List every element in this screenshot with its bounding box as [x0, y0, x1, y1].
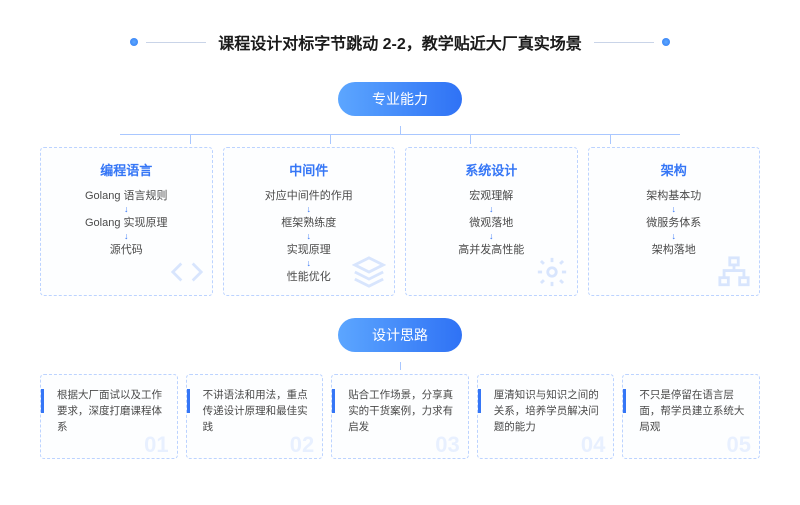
- arrow-down-icon: ↓: [489, 204, 494, 215]
- tick: [330, 134, 331, 144]
- card-item: Golang 实现原理: [85, 216, 168, 230]
- idea-text: 根据大厂面试以及工作要求，深度打磨课程体系: [51, 387, 167, 436]
- idea-text: 贴合工作场景，分享真实的干货案例，力求有启发: [342, 387, 458, 436]
- idea-card: 厘清知识与知识之间的关系，培养学员解决问题的能力 04: [477, 374, 615, 459]
- arrow-down-icon: ↓: [672, 231, 677, 242]
- idea-accent: [332, 389, 335, 413]
- card-item: 框架熟练度: [281, 216, 336, 230]
- hbar-wrap: [40, 134, 760, 135]
- arrow-down-icon: ↓: [307, 258, 312, 269]
- arrow-down-icon: ↓: [124, 231, 129, 242]
- card-items: 宏观理解↓微观落地↓高并发高性能: [416, 189, 567, 257]
- card-item: 对应中间件的作用: [265, 189, 353, 203]
- tick: [190, 134, 191, 144]
- arrow-down-icon: ↓: [672, 204, 677, 215]
- section-ability: 专业能力 编程语言Golang 语言规则↓Golang 实现原理↓源代码中间件对…: [40, 82, 760, 296]
- section-ideas: 设计思路 根据大厂面试以及工作要求，深度打磨课程体系 01 不讲语法和用法，重点…: [40, 318, 760, 459]
- arrow-down-icon: ↓: [307, 204, 312, 215]
- header-line-left: [146, 42, 206, 43]
- ability-cards-row: 编程语言Golang 语言规则↓Golang 实现原理↓源代码中间件对应中间件的…: [40, 147, 760, 296]
- ability-card: 中间件对应中间件的作用↓框架熟练度↓实现原理↓性能优化: [223, 147, 396, 296]
- hbar: [120, 134, 680, 135]
- idea-accent: [41, 389, 44, 413]
- gear-icon: [535, 255, 569, 289]
- idea-number: 01: [144, 434, 168, 456]
- idea-text: 厘清知识与知识之间的关系，培养学员解决问题的能力: [488, 387, 604, 436]
- card-title: 中间件: [234, 160, 385, 179]
- idea-number: 02: [290, 434, 314, 456]
- code-icon: [170, 255, 204, 289]
- idea-accent: [623, 389, 626, 413]
- card-title: 编程语言: [51, 160, 202, 179]
- card-items: Golang 语言规则↓Golang 实现原理↓源代码: [51, 189, 202, 257]
- idea-card: 不讲语法和用法，重点传递设计原理和最佳实践 02: [186, 374, 324, 459]
- idea-number: 04: [581, 434, 605, 456]
- card-item: 微服务体系: [646, 216, 701, 230]
- tick: [610, 134, 611, 144]
- ability-card: 编程语言Golang 语言规则↓Golang 实现原理↓源代码: [40, 147, 213, 296]
- card-item: 宏观理解: [469, 189, 513, 203]
- idea-accent: [478, 389, 481, 413]
- tick: [470, 134, 471, 144]
- card-title: 架构: [599, 160, 750, 179]
- idea-text: 不只是停留在语言层面，帮学员建立系统大局观: [633, 387, 749, 436]
- container: 课程设计对标字节跳动 2-2，教学贴近大厂真实场景 专业能力 编程语言 Golan…: [0, 0, 800, 489]
- header: 课程设计对标字节跳动 2-2，教学贴近大厂真实场景: [40, 30, 760, 54]
- pill-ideas: 设计思路: [338, 318, 462, 352]
- header-dot-left: [130, 38, 138, 46]
- card-item: Golang 语言规则: [85, 189, 168, 203]
- idea-accent: [187, 389, 190, 413]
- card-item: 实现原理: [287, 243, 331, 257]
- header-dot-right: [662, 38, 670, 46]
- idea-number: 05: [726, 434, 750, 456]
- pill-wrap-ability: 专业能力: [40, 82, 760, 116]
- arrow-down-icon: ↓: [307, 231, 312, 242]
- header-line-right: [594, 42, 654, 43]
- idea-card: 不只是停留在语言层面，帮学员建立系统大局观 05: [622, 374, 760, 459]
- ideas-row: 根据大厂面试以及工作要求，深度打磨课程体系 01 不讲语法和用法，重点传递设计原…: [40, 374, 760, 459]
- pill-connector: [40, 126, 760, 134]
- arrow-down-icon: ↓: [124, 204, 129, 215]
- idea-text: 不讲语法和用法，重点传递设计原理和最佳实践: [197, 387, 313, 436]
- ability-card: 架构架构基本功↓微服务体系↓架构落地: [588, 147, 761, 296]
- card-item: 架构落地: [652, 243, 696, 257]
- card-item: 源代码: [110, 243, 143, 257]
- tree-icon: [717, 255, 751, 289]
- stack-icon: [352, 255, 386, 289]
- card-item: 架构基本功: [646, 189, 701, 203]
- idea-card: 贴合工作场景，分享真实的干货案例，力求有启发 03: [331, 374, 469, 459]
- header-title: 课程设计对标字节跳动 2-2，教学贴近大厂真实场景: [218, 30, 582, 54]
- pill-wrap-ideas: 设计思路: [40, 318, 760, 352]
- card-item: 微观落地: [469, 216, 513, 230]
- pill-connector-2: [40, 362, 760, 370]
- idea-number: 03: [435, 434, 459, 456]
- arrow-down-icon: ↓: [489, 231, 494, 242]
- ability-card: 系统设计宏观理解↓微观落地↓高并发高性能: [405, 147, 578, 296]
- pill-ability: 专业能力: [338, 82, 462, 116]
- card-items: 架构基本功↓微服务体系↓架构落地: [599, 189, 750, 257]
- idea-card: 根据大厂面试以及工作要求，深度打磨课程体系 01: [40, 374, 178, 459]
- card-item: 性能优化: [287, 270, 331, 284]
- card-title: 系统设计: [416, 160, 567, 179]
- card-item: 高并发高性能: [458, 243, 524, 257]
